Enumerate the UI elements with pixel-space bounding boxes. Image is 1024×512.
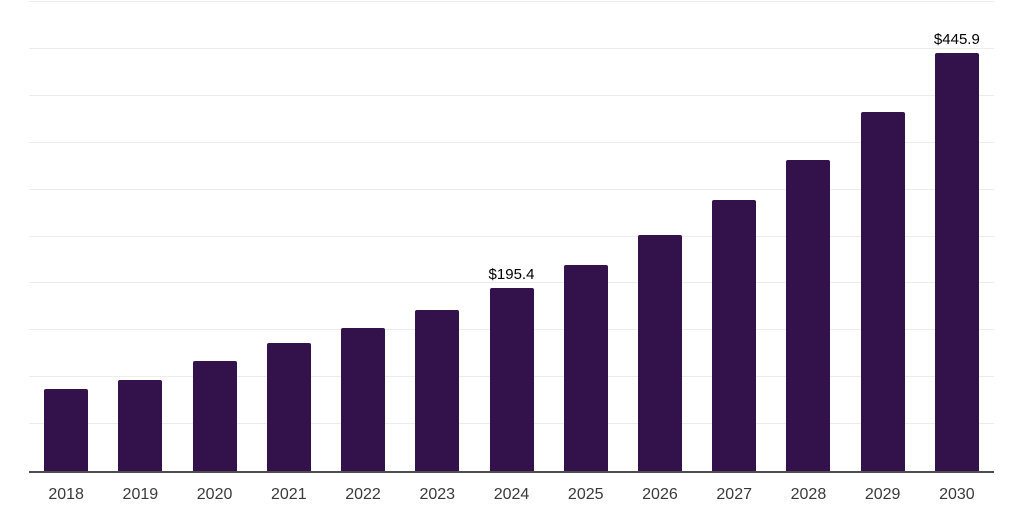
bar-2022 [341,327,386,471]
gridline [29,282,994,284]
bar-2018 [44,389,89,471]
x-tick-label-2025: 2025 [567,486,604,503]
bar-2024 [489,287,534,471]
x-tick-label-2022: 2022 [345,486,381,503]
bar-2026 [637,234,682,471]
x-tick-label-2018: 2018 [48,486,84,503]
bar-chart: $195.4 $445.9 [29,1,994,473]
x-tick-label-2020: 2020 [196,486,233,503]
data-label-2024: $195.4 [488,265,535,283]
x-tick-label-2019: 2019 [122,486,159,503]
x-axis: 2018 2019 2020 2021 2022 2023 2024 2025 2026 2027… [29,486,994,506]
x-tick-label-2023: 2023 [419,486,456,503]
bar-2020 [192,361,237,471]
gridline [29,141,994,143]
x-tick-label-2028: 2028 [790,486,827,503]
gridline [29,235,994,237]
gridline [29,1,994,2]
bar-2021 [266,342,311,471]
x-tick-label-2024: 2024 [493,486,530,503]
bar-2025 [563,264,608,471]
x-tick-label-2026: 2026 [642,486,678,503]
bar-2023 [415,309,460,471]
gridline [29,188,994,190]
gridline [29,47,994,49]
x-tick-label-2029: 2029 [864,486,901,503]
bar-2029 [860,111,905,471]
x-tick-label-2021: 2021 [271,486,307,503]
data-label-2030: $445.9 [933,30,980,48]
gridline [29,94,994,96]
bar-2028 [786,159,831,471]
bar-2030 [934,52,979,471]
bar-2019 [118,380,163,471]
x-tick-label-2027: 2027 [716,486,752,503]
bar-2027 [712,199,757,471]
x-tick-label-2030: 2030 [939,486,975,503]
